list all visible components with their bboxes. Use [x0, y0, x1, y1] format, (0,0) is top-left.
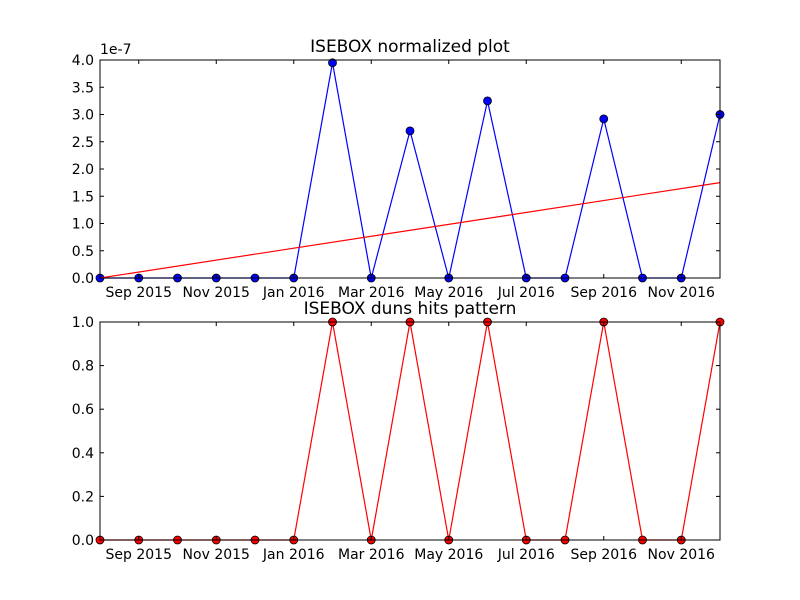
x-tick-label: Sep 2015: [106, 547, 172, 563]
y-tick-label: 0.0: [72, 271, 94, 287]
y-tick-label: 0.0: [72, 533, 94, 549]
x-tick-label: May 2016: [414, 285, 483, 301]
y-tick-label: 0.8: [72, 359, 94, 375]
y-tick-label: 2.5: [72, 135, 94, 151]
data-point: [405, 126, 415, 136]
y-tick-label: 0.5: [72, 244, 94, 260]
y-tick-label: 1.0: [72, 315, 94, 331]
x-tick-label: Nov 2015: [183, 285, 250, 301]
y-tick-label: 3.0: [72, 108, 94, 124]
x-tick-label: Sep 2015: [106, 285, 172, 301]
x-tick-label: May 2016: [414, 547, 483, 563]
y-tick-label: 4.0: [72, 53, 94, 69]
x-tick-label: Sep 2016: [571, 285, 638, 301]
y-tick-label: 0.2: [72, 489, 94, 505]
x-tick-label: Jul 2016: [497, 547, 555, 563]
x-tick-label: Jul 2016: [497, 285, 555, 301]
x-tick-label: Sep 2016: [571, 547, 638, 563]
x-tick-label: Nov 2016: [648, 285, 715, 301]
x-tick-label: Jan 2016: [262, 547, 325, 563]
x-tick-label: Mar 2016: [338, 547, 405, 563]
y-tick-label: 3.5: [72, 80, 94, 96]
chart-title: ISEBOX normalized plot: [310, 37, 510, 57]
x-tick-label: Nov 2015: [183, 547, 250, 563]
axes-frame: [99, 321, 721, 541]
data-point: [328, 58, 337, 68]
data-point: [483, 96, 492, 106]
plot-area: [100, 322, 720, 540]
plot-area: [100, 60, 720, 278]
y-tick-label: 1.0: [72, 217, 94, 233]
y-tick-label: 0.6: [72, 402, 94, 418]
series-line: [99, 182, 721, 279]
y-tick-label: 1.5: [72, 189, 94, 205]
y-tick-label: 0.4: [72, 446, 94, 462]
y-tick-label: 2.0: [72, 162, 94, 178]
x-tick-label: Nov 2016: [648, 547, 715, 563]
x-tick-label: Mar 2016: [338, 285, 405, 301]
x-tick-label: Jan 2016: [262, 285, 325, 301]
chart-title: ISEBOX duns hits pattern: [304, 299, 517, 319]
offset-label: 1e-7: [100, 42, 131, 58]
data-point: [599, 114, 609, 124]
